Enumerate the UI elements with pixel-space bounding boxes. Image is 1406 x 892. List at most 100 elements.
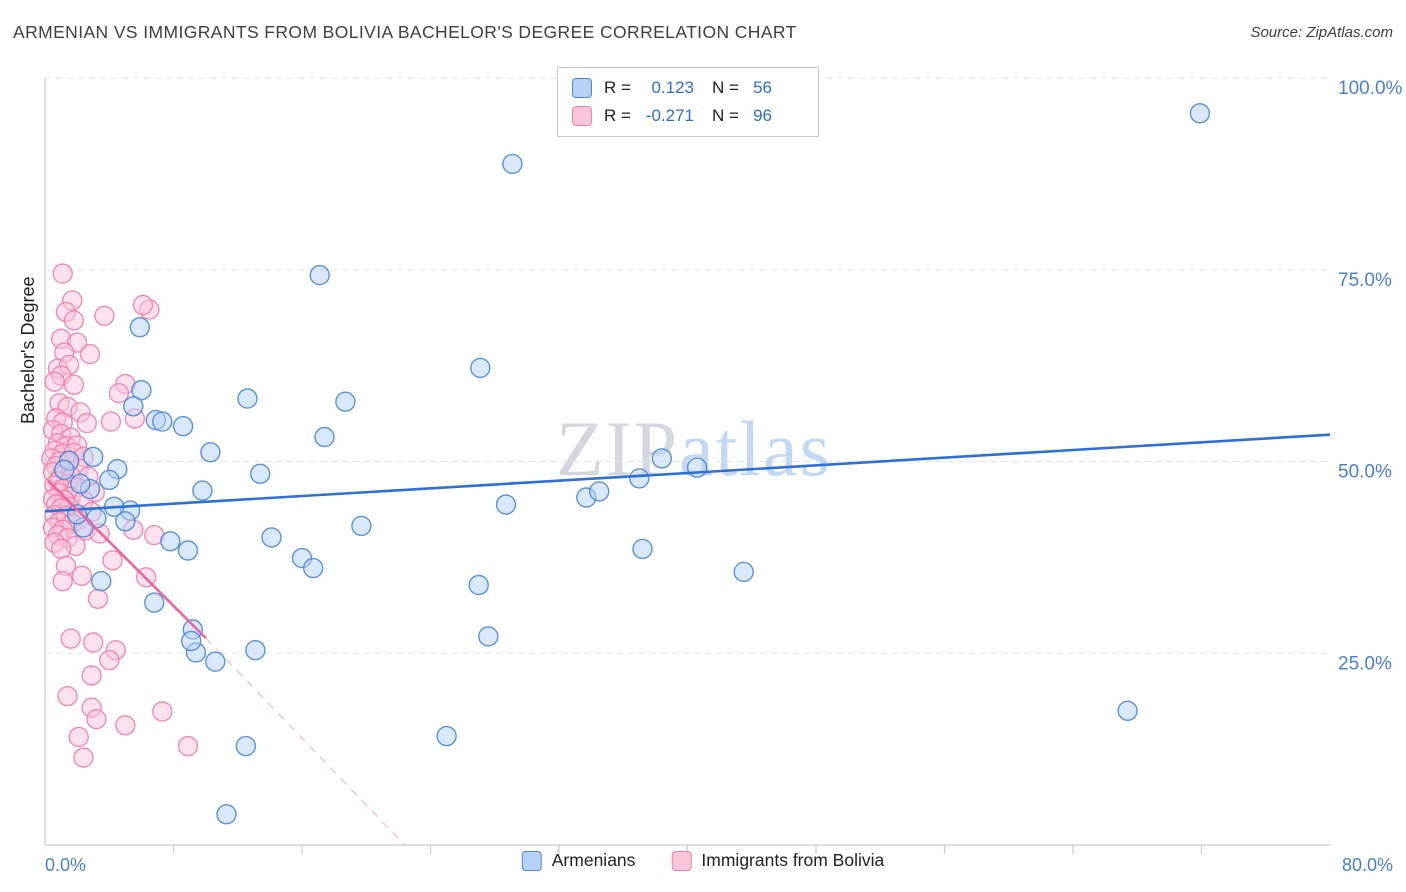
scatter-point xyxy=(115,715,136,736)
scatter-point xyxy=(57,686,78,707)
scatter-point xyxy=(70,473,91,494)
scatter-point xyxy=(1189,103,1211,124)
scatter-point xyxy=(131,380,152,401)
scatter-point xyxy=(86,709,107,730)
scatter-point xyxy=(172,416,194,437)
scatter-point xyxy=(132,294,154,316)
scatter-point xyxy=(436,725,457,747)
scatter-point xyxy=(733,561,754,583)
scatter-point xyxy=(216,804,237,825)
x-axis-min-label: 0.0% xyxy=(45,855,86,875)
bolivia-swatch xyxy=(671,850,692,871)
scatter-point xyxy=(261,527,282,548)
scatter-point xyxy=(177,735,199,757)
r-value-armenians: 0.123 xyxy=(651,78,694,97)
scatter-point xyxy=(152,701,173,722)
r-label: R = xyxy=(604,78,631,97)
scatter-point xyxy=(629,468,650,489)
scatter-point xyxy=(502,153,523,175)
scatter-point xyxy=(99,469,120,491)
r-label: R = xyxy=(604,106,631,125)
scatter-point xyxy=(73,747,94,768)
y-tick-label: 25.0% xyxy=(1338,653,1392,674)
r-value-bolivia: -0.271 xyxy=(645,106,694,125)
scatter-point xyxy=(468,574,489,596)
scatter-point xyxy=(303,557,324,579)
scatter-point xyxy=(686,457,708,478)
scatter-point xyxy=(108,383,130,404)
scatter-point xyxy=(90,571,112,592)
scatter-point xyxy=(205,651,226,672)
armenians-swatch xyxy=(572,78,592,98)
legend-row-bolivia: R = -0.271 N = 96 xyxy=(572,106,804,126)
scatter-point xyxy=(470,357,491,379)
bolivia-swatch xyxy=(572,106,592,126)
scatter-point xyxy=(478,626,499,647)
y-tick-label: 75.0% xyxy=(1338,270,1392,291)
series-legend-armenians: Armenians xyxy=(521,850,636,871)
scatter-point xyxy=(143,592,165,613)
scatter-point xyxy=(245,640,266,661)
scatter-point xyxy=(200,442,221,463)
legend-row-armenians: R = 0.123 N = 56 xyxy=(572,78,804,98)
scatter-point xyxy=(250,463,271,484)
n-label: N = xyxy=(712,78,739,97)
scatter-point xyxy=(44,371,65,392)
scatter-point xyxy=(180,630,202,652)
trend-line xyxy=(47,479,207,639)
scatter-point xyxy=(71,565,93,586)
scatter-point xyxy=(102,550,123,571)
scatter-point xyxy=(177,540,199,561)
n-value-bolivia: 96 xyxy=(753,106,772,125)
scatter-point xyxy=(94,305,115,326)
scatter-point xyxy=(76,412,98,434)
scatter-point xyxy=(81,665,102,686)
scatter-point xyxy=(237,388,258,409)
scatter-point xyxy=(82,446,104,468)
scatter-point xyxy=(123,396,144,417)
scatter-point xyxy=(50,538,72,560)
scatter-point xyxy=(52,571,73,592)
scatter-point xyxy=(495,494,517,515)
scatter-point xyxy=(335,391,356,412)
scatter-point xyxy=(87,588,109,609)
scatter-point xyxy=(63,310,85,331)
y-tick-label: 50.0% xyxy=(1338,462,1392,483)
page-title: ARMENIAN VS IMMIGRANTS FROM BOLIVIA BACH… xyxy=(13,22,797,42)
x-axis-max-label: 80.0% xyxy=(1342,855,1393,875)
scatter-point xyxy=(160,531,181,552)
series-legend-bolivia: Immigrants from Bolivia xyxy=(671,850,884,871)
y-tick-label: 100.0% xyxy=(1338,78,1403,99)
scatter-point xyxy=(651,448,672,469)
gridlines xyxy=(45,77,1330,654)
armenians-swatch xyxy=(521,850,542,871)
series-legend-label: Immigrants from Bolivia xyxy=(701,850,885,870)
scatter-point xyxy=(152,411,173,432)
scatter-point xyxy=(52,263,73,284)
scatter-point xyxy=(351,515,372,537)
scatter-point xyxy=(60,628,81,649)
scatter-point xyxy=(63,374,85,395)
scatter-point xyxy=(589,481,610,502)
scatter-point xyxy=(632,538,653,560)
trend-line-dashed xyxy=(205,637,406,846)
scatter-point xyxy=(129,317,151,338)
scatter-point xyxy=(314,426,335,448)
scatter-point xyxy=(79,343,101,365)
series-legend: Armenians Immigrants from Bolivia xyxy=(521,850,884,871)
scatter-point xyxy=(1117,700,1138,721)
scatter-point xyxy=(68,726,89,748)
scatter-point xyxy=(309,264,330,286)
scatter-point xyxy=(82,632,104,653)
series-legend-label: Armenians xyxy=(551,850,636,870)
trend-line xyxy=(44,433,1331,513)
n-label: N = xyxy=(712,106,739,125)
n-value-armenians: 56 xyxy=(753,78,772,97)
scatter-point xyxy=(100,411,122,432)
scatter-point xyxy=(192,480,213,501)
source-label: Source: ZipAtlas.com xyxy=(1250,24,1393,41)
scatter-point xyxy=(99,650,120,671)
scatter-point xyxy=(235,735,257,757)
